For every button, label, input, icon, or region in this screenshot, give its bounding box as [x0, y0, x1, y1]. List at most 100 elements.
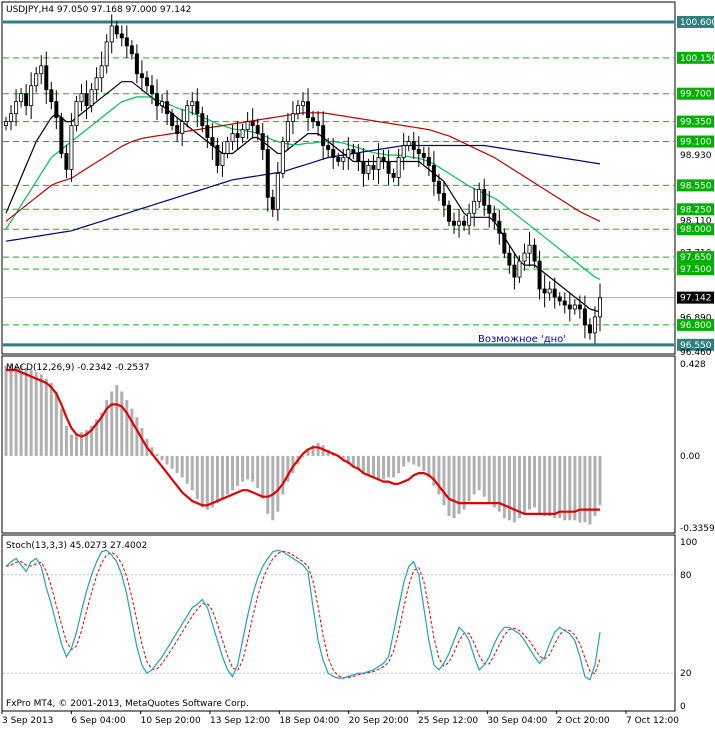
macd-histogram-bar — [407, 455, 411, 463]
candle-body — [235, 133, 240, 138]
macd-histogram-bar — [492, 455, 496, 508]
candle-body — [512, 264, 517, 278]
candle-body — [321, 125, 326, 146]
candle-body — [44, 65, 49, 91]
candle-body — [356, 153, 361, 162]
price-axis-label: 98.250 — [680, 205, 712, 215]
time-axis-label: 18 Sep 04:00 — [279, 716, 339, 726]
price-axis-label: 98.110 — [680, 216, 712, 226]
stochastic-indicator — [3, 549, 674, 681]
candle-body — [592, 316, 597, 334]
candle-body — [371, 165, 376, 170]
candle-body — [19, 93, 24, 103]
support-resistance-levels — [3, 20, 674, 347]
candle-body — [517, 260, 522, 278]
candle-body — [462, 220, 467, 226]
macd-histogram-bar — [276, 455, 280, 512]
candle-body — [109, 25, 114, 43]
macd-histogram-bar — [120, 391, 124, 456]
level-badge — [677, 179, 714, 192]
stochastic-axis: 100 80 20 0 — [680, 538, 697, 712]
price-axis-label: 96.460 — [680, 348, 712, 358]
candlesticks — [4, 14, 603, 344]
candle-body — [311, 117, 316, 122]
macd-histogram-bar — [351, 455, 355, 467]
candle-body — [482, 188, 487, 206]
candle-body — [411, 141, 416, 150]
candle-body — [507, 252, 512, 266]
macd-header: MACD(12,26,9) -0.2342 -0.2537 — [6, 363, 150, 373]
price-axis-label: 98.930 — [680, 151, 712, 161]
macd-histogram-bar — [583, 455, 587, 523]
candle-body — [336, 157, 341, 162]
candle-body — [396, 157, 401, 178]
macd-histogram-bar — [210, 455, 214, 508]
candle-body — [205, 125, 210, 138]
price-axis-label: 98.000 — [680, 225, 712, 235]
macd-histogram-bar — [598, 455, 602, 506]
candle-body — [497, 220, 502, 234]
macd-histogram-bar — [432, 455, 436, 486]
price-axis-label: 100.600 — [680, 18, 715, 28]
candle-body — [9, 113, 14, 122]
macd-axis: 0.428 0.00 -0.3359 — [680, 360, 715, 534]
macd-histogram-bar — [402, 455, 406, 467]
candle-body — [200, 113, 205, 126]
macd-histogram-bar — [261, 455, 265, 499]
candle-body — [89, 89, 94, 107]
candle-body — [316, 121, 321, 126]
macd-histogram-bar — [316, 443, 320, 456]
macd-histogram-bar — [54, 391, 58, 456]
macd-histogram-bar — [437, 455, 441, 495]
macd-histogram-bar — [517, 455, 521, 519]
candle-body — [522, 252, 527, 262]
candle-body — [119, 33, 124, 39]
price-axis-label: 96.800 — [680, 321, 712, 331]
macd-histogram-bar — [528, 455, 532, 510]
key-level-badge — [677, 338, 714, 351]
macd-histogram-bar — [180, 455, 184, 478]
candle-body — [170, 113, 175, 126]
level-badge — [677, 251, 714, 264]
macd-histogram-bar — [553, 455, 557, 519]
candle-body — [598, 297, 603, 318]
candle-body — [326, 145, 331, 150]
candle-body — [175, 125, 180, 134]
candle-body — [144, 77, 149, 87]
candle-body — [49, 89, 54, 103]
price-axis: 100.600 100.150 99.700 99.350 99.100 98.930 98… — [677, 15, 715, 358]
macd-histogram-bar — [412, 455, 416, 465]
candle-body — [84, 93, 89, 107]
time-axis-label: 20 Sep 20:00 — [349, 716, 409, 726]
candle-body — [29, 85, 34, 107]
candle-body — [477, 188, 482, 202]
price-axis-label: 100.150 — [680, 54, 715, 64]
macd-histogram-bar — [356, 455, 360, 469]
macd-histogram-bar — [271, 455, 275, 521]
macd-histogram-bar — [185, 455, 189, 484]
macd-histogram-bar — [522, 455, 526, 514]
macd-histogram-bar — [125, 400, 129, 456]
macd-histogram-bar — [301, 455, 305, 457]
candle-body — [547, 288, 552, 294]
macd-histogram-bar — [502, 455, 506, 519]
macd-histogram-bar — [195, 455, 199, 499]
candle-body — [436, 180, 441, 194]
price-axis-label: 97.142 — [680, 294, 712, 304]
stoch-main-line — [5, 549, 601, 681]
candle-body — [472, 200, 477, 214]
level-badge — [677, 263, 714, 276]
macd-histogram-bar — [225, 455, 229, 495]
candle-body — [587, 324, 592, 334]
candle-body — [39, 65, 44, 75]
macd-histogram-bar — [44, 378, 48, 456]
candle-body — [386, 161, 391, 174]
macd-signal-line — [6, 368, 600, 516]
price-header: USDJPY,H4 97.050 97.168 97.000 97.142 — [6, 5, 191, 15]
candle-body — [557, 296, 562, 302]
time-axis-label: 7 Oct 12:00 — [626, 716, 679, 726]
macd-histogram-bar — [573, 455, 577, 521]
key-level-badge — [677, 15, 714, 28]
macd-histogram-bar — [427, 455, 431, 478]
macd-histogram-bar — [69, 434, 73, 456]
